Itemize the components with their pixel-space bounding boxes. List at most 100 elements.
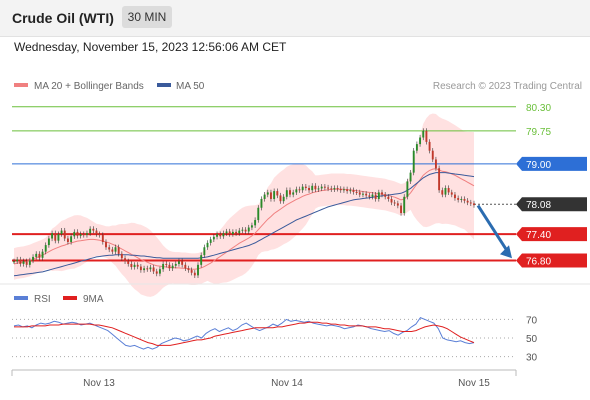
candle: [314, 185, 317, 190]
candle: [47, 238, 50, 246]
ma20-legend-swatch: [14, 83, 28, 87]
candle: [254, 220, 257, 226]
candle: [441, 190, 444, 195]
candle: [73, 231, 76, 237]
rsi-series-rsi: [13, 316, 475, 350]
candle: [200, 255, 203, 265]
candle: [219, 234, 222, 237]
candle: [54, 233, 57, 241]
candle: [365, 193, 368, 196]
candle: [393, 202, 396, 204]
bollinger-band: [14, 113, 474, 297]
time-tick-label: Nov 14: [271, 378, 303, 389]
candle: [158, 269, 161, 274]
candle: [422, 130, 425, 138]
candle: [203, 247, 206, 256]
candle: [190, 270, 193, 273]
candle: [41, 251, 44, 258]
rsi-tick-50: 50: [526, 334, 538, 345]
time-tick-label: Nov 13: [83, 378, 115, 389]
candle: [225, 231, 228, 234]
level-label-76.80: 76.80: [526, 256, 551, 267]
candle: [238, 230, 241, 234]
candle: [209, 239, 212, 243]
level-tag-76.80: [516, 253, 587, 268]
candle: [120, 253, 123, 259]
candle: [358, 192, 361, 195]
candle: [390, 198, 393, 203]
timestamp: Wednesday, November 15, 2023 12:56:06 AM…: [14, 40, 287, 54]
candle: [108, 247, 111, 250]
level-label-78.08: 78.08: [526, 200, 551, 211]
candle: [57, 234, 60, 241]
candle: [387, 196, 390, 199]
candle: [168, 264, 171, 269]
candle: [374, 194, 377, 199]
candle: [89, 228, 92, 234]
candle: [155, 271, 158, 274]
timeframe-button[interactable]: 30 MIN: [122, 6, 172, 28]
ma9-legend-label: 9MA: [83, 294, 104, 305]
candle: [82, 234, 85, 236]
candle: [273, 191, 276, 199]
candle: [171, 265, 174, 269]
candle: [35, 253, 38, 257]
candle: [349, 190, 352, 192]
ma20-legend-label: MA 20 + Bollinger Bands: [34, 81, 144, 92]
candle: [86, 233, 88, 235]
level-tag-77.40: [516, 227, 587, 242]
instrument-title: Crude Oil (WTI): [12, 10, 114, 26]
candle: [60, 230, 63, 235]
rsi-legend-swatch: [14, 296, 28, 300]
candle: [231, 231, 234, 235]
candle: [438, 168, 441, 191]
candle: [257, 207, 260, 221]
candle: [276, 191, 279, 196]
candle: [136, 264, 139, 267]
ma9-legend-swatch: [63, 296, 77, 300]
candle: [235, 231, 238, 234]
candle: [152, 267, 155, 272]
candle: [101, 234, 104, 242]
ma50-line: [13, 172, 475, 277]
candle: [454, 194, 456, 199]
candle: [292, 192, 295, 195]
candle: [336, 188, 339, 189]
candle: [403, 196, 406, 214]
candle: [263, 194, 266, 199]
candle: [38, 253, 41, 258]
candle: [327, 187, 330, 189]
header-bar: Crude Oil (WTI) 30 MIN: [0, 0, 590, 37]
candle: [384, 194, 387, 197]
candle: [95, 230, 98, 235]
candle: [114, 247, 117, 252]
candle: [362, 193, 364, 195]
candle: [174, 263, 177, 266]
candle: [428, 141, 431, 151]
candle: [409, 172, 412, 182]
candle: [346, 189, 349, 192]
rsi-tick-70: 70: [526, 315, 538, 326]
candle: [415, 144, 418, 151]
level-tag-78.08: [516, 197, 587, 212]
candle: [28, 260, 31, 265]
candle: [473, 203, 475, 206]
candle: [333, 188, 336, 190]
candle: [111, 249, 114, 252]
level-label-80.30: 80.30: [526, 103, 551, 114]
candle: [434, 159, 437, 169]
candle: [266, 192, 269, 195]
candle: [355, 191, 358, 193]
candle: [165, 263, 168, 265]
ma20-line: [13, 168, 475, 270]
candle: [32, 256, 34, 261]
candle: [70, 236, 73, 242]
candle: [463, 198, 466, 201]
candle: [323, 186, 326, 188]
candle: [396, 203, 399, 206]
rsi-series-9ma: [14, 321, 475, 346]
level-tag-79.00: [516, 156, 587, 171]
candle: [228, 231, 231, 235]
candle: [181, 261, 184, 265]
